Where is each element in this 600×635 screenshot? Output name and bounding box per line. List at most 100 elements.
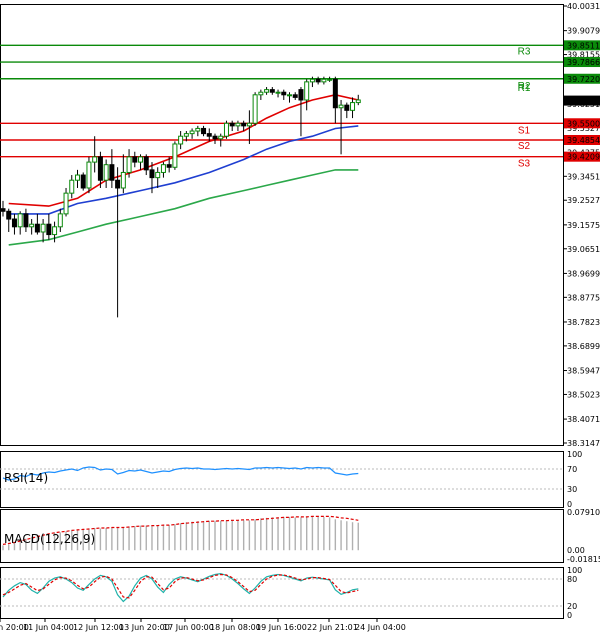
macd-panel: 0.079108 0.00-0.018159 MACD(12,26,9) [2, 508, 600, 564]
candle-body-up [189, 130, 195, 135]
candle [332, 76, 338, 124]
moving-average-line-1 [8, 125, 359, 215]
candle [86, 156, 92, 194]
candle-body-up [327, 78, 333, 81]
candle [206, 128, 212, 142]
time-tick-label: 13 Jun 20:00 [119, 623, 170, 632]
candle-body-down [0, 208, 6, 212]
candle [252, 92, 258, 126]
stochastic-tick-label: 80 [567, 575, 577, 584]
price-tick-label: 38.96990 [567, 269, 600, 278]
candle-body-up [183, 133, 189, 137]
candle-body-up [126, 156, 132, 173]
candle-body-down [149, 169, 155, 179]
candle [160, 162, 166, 178]
stochastic-tick-label: 20 [567, 602, 577, 611]
rsi-tick-label: 100 [567, 450, 582, 459]
candle [155, 167, 161, 188]
macd-tick-label: 0.079108 [567, 508, 600, 517]
candle-body-up [103, 164, 109, 181]
time-tick-label: 24 Jun 04:00 [355, 623, 406, 632]
price-tick-label: 40.00310 [567, 2, 600, 11]
candle-body-up [252, 94, 258, 124]
level-price-tag [564, 40, 600, 51]
candle-body-up [40, 223, 46, 233]
level-price-label: 39.85110 [567, 41, 600, 50]
candle [212, 133, 218, 144]
candle [223, 120, 229, 139]
level-price-tag [564, 73, 600, 84]
candle-body-up [63, 192, 69, 215]
candle-body-up [218, 135, 224, 140]
candle-body-down [80, 174, 86, 189]
time-tick-label: 12 Jun 12:00 [73, 623, 124, 632]
level-price-tag [564, 57, 600, 68]
candle-body-up [355, 99, 361, 104]
candle-body-up [275, 91, 281, 94]
time-tick-label: 18 Jun 08:00 [210, 623, 261, 632]
candle-body-up [309, 78, 315, 83]
candle [109, 149, 115, 188]
panel-border-1 [0, 451, 564, 508]
level-price-label: 39.72200 [567, 75, 600, 84]
candle-body-up [258, 91, 264, 96]
candlesticks [0, 76, 361, 318]
candle [74, 169, 80, 188]
candle-body-down [97, 156, 103, 181]
candle [229, 120, 235, 132]
candle-body-down [206, 133, 212, 137]
candle-body-up [160, 164, 166, 173]
candle-body-down [166, 164, 172, 168]
candle [275, 89, 281, 98]
price-tick-label: 39.06510 [567, 245, 600, 254]
candle-body-down [34, 223, 40, 233]
candle-body-down [46, 223, 52, 236]
candle-body-down [109, 164, 115, 181]
price-tick-label: 38.59470 [567, 367, 600, 376]
candle-body-up [17, 213, 23, 228]
candle-body-up [338, 104, 344, 109]
candle-body-up [195, 127, 201, 132]
level-price-tag [564, 118, 600, 129]
candle [350, 97, 356, 119]
candle-body-up [29, 223, 35, 228]
candle-body-down [11, 218, 17, 228]
candle-body-up [287, 94, 292, 97]
candle-body-down [229, 122, 235, 127]
price-tick-label: 38.87750 [567, 293, 600, 302]
time-tick-label: 11 Jun 04:00 [23, 623, 74, 632]
rsi-label: RSI(14) [4, 471, 48, 485]
candle-body-down [23, 213, 29, 228]
time-tick-label: 19 Jun 16:00 [256, 623, 307, 632]
support-resistance-levels: 39.85110 39.78660 39.72200 39.55000 39.48540… [0, 40, 600, 170]
level-name-label: R2 [518, 81, 531, 92]
candle-body-down [6, 210, 12, 220]
price-tick-label: 38.40710 [567, 415, 600, 424]
candle [52, 221, 58, 243]
candle-body-up [235, 122, 241, 127]
price-tick-label: 39.34510 [567, 172, 600, 181]
level-price-label: 39.55000 [567, 119, 600, 128]
candle [6, 208, 12, 232]
candle [34, 213, 40, 235]
candle [321, 76, 327, 85]
candle-body-up [57, 213, 63, 228]
stochastic-main-line [2, 572, 359, 603]
current-price-label: 39.63762 [567, 97, 600, 106]
price-tick-label: 39.90790 [567, 27, 600, 36]
candle [344, 102, 350, 119]
rsi-line [2, 466, 359, 481]
macd-label: MACD(12,26,9) [4, 532, 95, 546]
level-name-label: S3 [518, 159, 531, 170]
candle-body-down [315, 78, 321, 83]
candle-body-up [120, 171, 126, 189]
candle [241, 120, 247, 132]
time-tick-label: 22 Jun 21:01 [307, 623, 358, 632]
candle-body-up [304, 81, 310, 101]
candle [46, 213, 52, 240]
candle [178, 131, 184, 150]
candle-body-up [69, 179, 75, 194]
